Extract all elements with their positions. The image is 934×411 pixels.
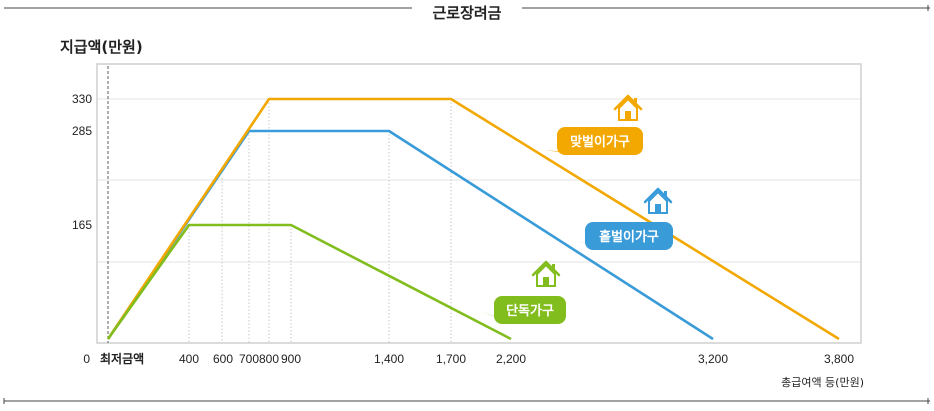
house-icon (643, 187, 673, 214)
x-tick-label-2: 600 (213, 352, 233, 366)
house-icon (613, 94, 643, 121)
badge-box (557, 127, 643, 155)
x-axis-label: 총급여액 등(만원) (781, 376, 864, 389)
gridlines (98, 98, 860, 263)
x-tick-label-4: 800 (259, 352, 279, 366)
y-tick-label-2: 285 (72, 124, 92, 138)
y-tick-label-0: 0 (83, 352, 90, 366)
y-tick-label-3: 330 (72, 92, 92, 106)
badge-2: 단독가구 (482, 260, 566, 324)
x-tick-label-9: 3,200 (698, 352, 728, 366)
y-axis-label: 지급액(만원) (60, 38, 143, 56)
x-tick-label-8: 2,200 (496, 352, 526, 366)
series-label-2: 단독가구 (506, 303, 554, 319)
badge-1: 홑벌이가구 (576, 187, 673, 250)
series-label-1: 홑벌이가구 (599, 229, 659, 245)
x-tick-labels: 최저금액 400 600 700 800 900 1,400 1,700 2,200 3,200 3… (100, 351, 854, 366)
x-tick-label-6: 1,400 (374, 352, 404, 366)
vertical-guides (188, 99, 452, 343)
series-lines (106, 97, 840, 341)
series-line-0 (106, 97, 840, 341)
series-line-2 (106, 223, 512, 341)
chart-title: 근로장려금 (432, 4, 501, 22)
x-tick-label-7: 1,700 (436, 352, 466, 366)
x-tick-label-0: 최저금액 (100, 351, 144, 366)
plot-area (96, 63, 862, 344)
x-tick-label-1: 400 (179, 352, 199, 366)
badge-box (494, 296, 566, 324)
x-tick-label-3: 700 (239, 352, 259, 366)
x-tick-label-10: 3,800 (824, 352, 854, 366)
house-icon (531, 260, 561, 287)
badge-0: 맞벌이가구 (544, 94, 643, 155)
y-tick-labels: 0 165 285 330 (72, 92, 92, 366)
series-label-0: 맞벌이가구 (570, 134, 630, 150)
y-tick-label-1: 165 (72, 218, 92, 232)
badge-box (585, 222, 673, 250)
x-tick-label-5: 900 (281, 352, 301, 366)
